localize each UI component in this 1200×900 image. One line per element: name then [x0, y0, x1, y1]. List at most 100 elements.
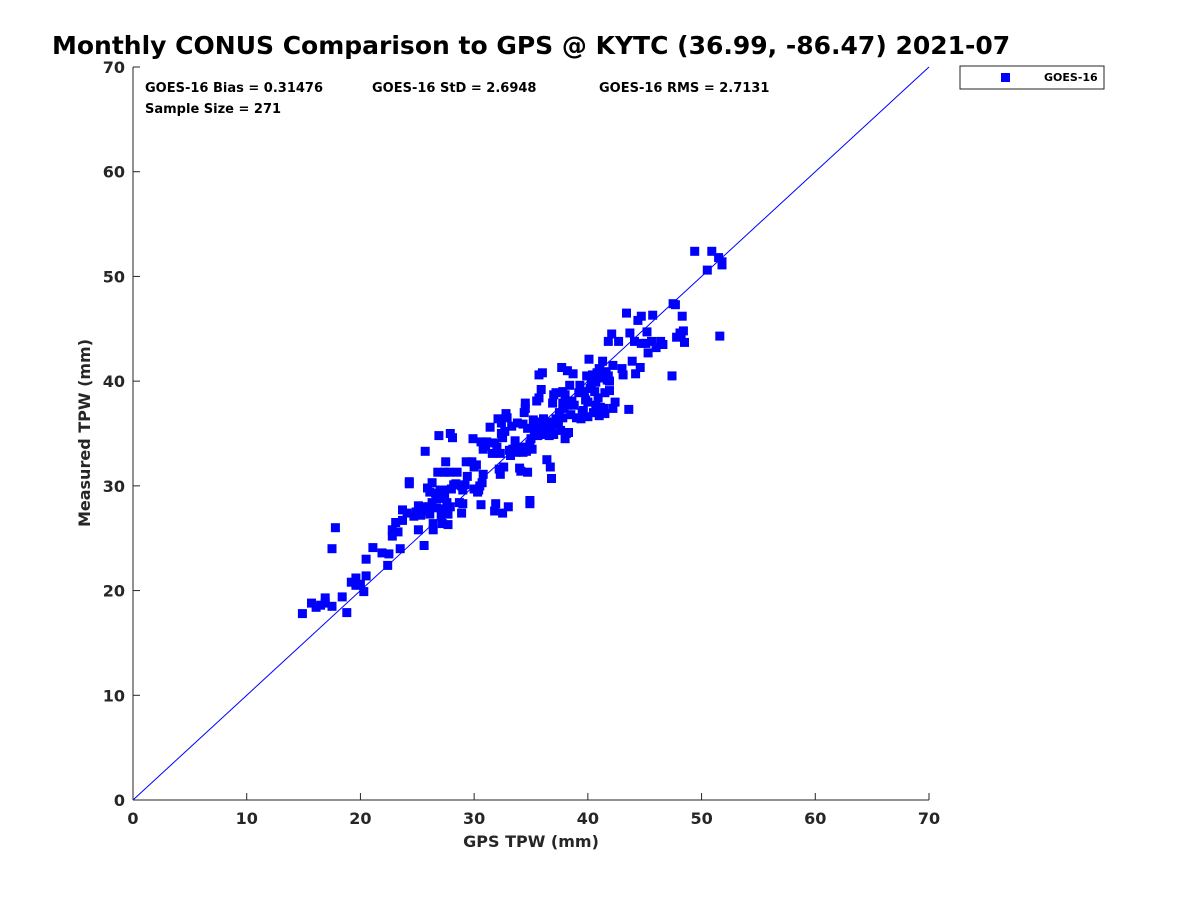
data-point [680, 337, 689, 347]
y-tick-label: 20 [103, 582, 125, 601]
data-point [651, 343, 661, 353]
data-point [647, 336, 656, 346]
data-point [526, 434, 536, 444]
data-point [537, 368, 547, 378]
y-axis-label: Measured TPW (mm) [75, 339, 94, 527]
data-point [355, 579, 365, 589]
x-tick-label: 40 [577, 809, 599, 828]
data-point [492, 442, 502, 452]
data-point [670, 300, 680, 310]
data-point [377, 548, 387, 558]
data-point [525, 439, 535, 449]
data-point [676, 331, 686, 341]
y-tick-label: 30 [103, 477, 125, 496]
x-axis-label: GPS TPW (mm) [463, 832, 599, 851]
data-point [458, 499, 468, 509]
data-point [568, 369, 578, 379]
data-point [585, 384, 595, 393]
y-tick-label: 50 [103, 267, 125, 286]
data-point [428, 525, 438, 535]
data-point [498, 508, 508, 518]
y-tick-label: 60 [103, 163, 125, 182]
data-points [297, 246, 727, 619]
data-point [598, 356, 608, 366]
data-point [583, 412, 593, 422]
data-point [608, 403, 618, 413]
data-point [458, 485, 468, 495]
legend-box [959, 65, 1105, 90]
data-point [476, 500, 486, 510]
x-tick-label: 70 [918, 809, 940, 828]
data-point [593, 393, 603, 403]
data-point [413, 525, 423, 535]
data-point [387, 525, 397, 535]
data-point [485, 422, 495, 432]
data-point [507, 421, 517, 431]
data-point [482, 437, 492, 447]
data-point [548, 398, 558, 408]
data-point [487, 448, 497, 458]
data-point [597, 373, 606, 383]
data-point [610, 397, 620, 407]
data-point [395, 544, 405, 554]
data-point [419, 541, 429, 550]
data-point [398, 505, 407, 515]
data-point [617, 364, 627, 374]
data-point [330, 523, 340, 533]
data-point [715, 331, 725, 341]
data-point [558, 413, 568, 423]
x-tick-label: 20 [349, 809, 371, 828]
data-point [327, 601, 337, 611]
data-point [462, 471, 472, 481]
data-point [499, 462, 509, 472]
data-point [605, 386, 614, 396]
data-point [600, 409, 610, 419]
data-point [547, 474, 556, 483]
stats-block: GOES-16 Bias = 0.31476 GOES-16 StD = 2.6… [145, 81, 769, 117]
data-point [448, 433, 457, 443]
data-point [428, 519, 438, 529]
data-point [600, 388, 610, 398]
data-point [477, 478, 487, 488]
data-point [594, 364, 604, 374]
data-point [402, 508, 412, 518]
stat-sample-size: Sample Size = 271 [145, 102, 281, 117]
data-point [569, 400, 579, 410]
data-point [461, 457, 471, 467]
stat-bias: GOES-16 Bias = 0.31476 [145, 81, 323, 96]
data-point [425, 487, 435, 497]
data-point [523, 467, 533, 477]
legend-marker [1001, 73, 1010, 82]
data-point [549, 430, 559, 439]
data-point [707, 246, 717, 256]
data-point [608, 360, 618, 370]
data-point [404, 479, 414, 489]
data-point [536, 385, 546, 394]
data-point [411, 507, 421, 517]
data-point [491, 499, 501, 509]
data-point [630, 336, 639, 346]
data-point [554, 408, 564, 418]
data-point [565, 380, 575, 390]
y-tick-label: 40 [103, 372, 125, 391]
data-point [523, 423, 533, 433]
data-point [527, 444, 537, 454]
data-point [443, 520, 453, 530]
data-point [510, 436, 520, 446]
data-point [520, 398, 530, 408]
data-point [525, 499, 535, 509]
data-point [478, 469, 488, 479]
data-point [648, 310, 658, 320]
data-point [564, 428, 573, 437]
data-point [556, 425, 566, 435]
data-point [547, 424, 556, 434]
data-point [584, 354, 594, 364]
data-point [614, 336, 624, 346]
data-point [562, 366, 572, 376]
data-point [498, 433, 508, 443]
stat-rms: GOES-16 RMS = 2.7131 [599, 81, 769, 96]
data-point [496, 418, 506, 428]
data-point [575, 380, 585, 390]
data-point [451, 479, 461, 489]
data-point [368, 543, 378, 553]
